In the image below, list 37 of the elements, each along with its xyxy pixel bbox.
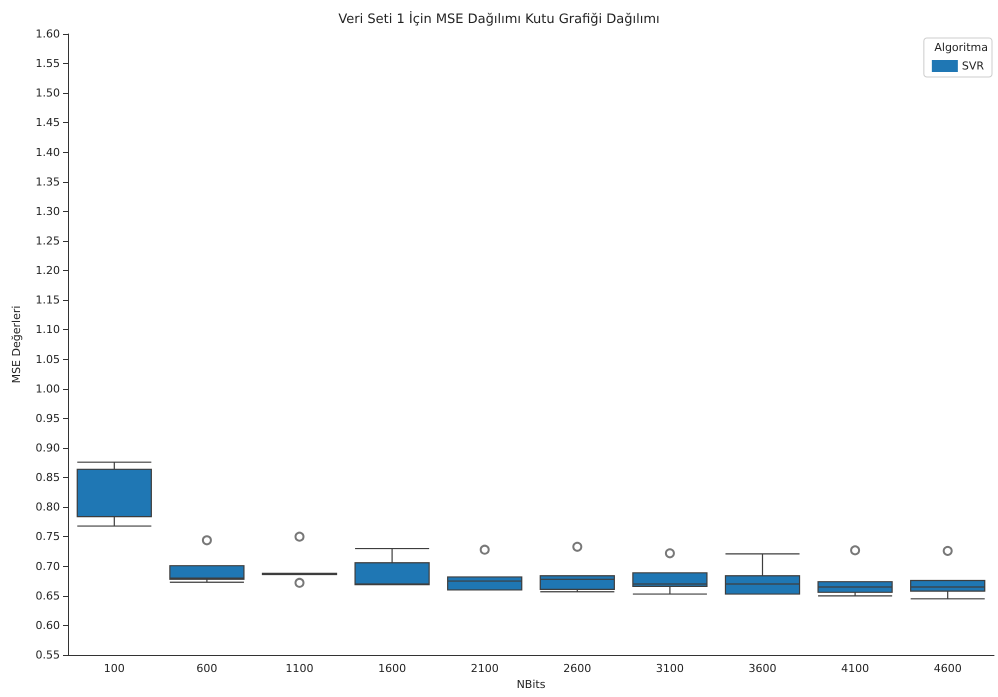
y-tick-label: 1.45	[36, 116, 60, 130]
y-tick-label: 1.55	[36, 57, 60, 70]
y-tick-label: 1.10	[36, 323, 60, 336]
y-tick-label: 1.20	[36, 264, 60, 278]
x-tick-label: 3100	[656, 662, 684, 675]
y-tick-label: 0.75	[36, 530, 60, 544]
x-tick-label: 3600	[748, 662, 776, 675]
x-tick-label: 100	[104, 662, 125, 675]
x-tick-label: 2600	[563, 662, 592, 675]
y-tick-label: 0.70	[36, 560, 60, 573]
legend-title: Algoritma	[934, 41, 988, 54]
x-tick-label: 600	[196, 662, 218, 675]
y-tick-label: 1.30	[36, 204, 60, 218]
x-axis-title: NBits	[516, 678, 546, 691]
legend-label: SVR	[962, 60, 984, 72]
y-tick-label: 1.00	[36, 382, 60, 396]
x-tick-label: 4100	[841, 662, 870, 675]
y-tick-label: 0.85	[36, 471, 60, 484]
y-tick-label: 1.50	[36, 86, 60, 100]
y-tick-label: 1.40	[36, 146, 60, 159]
y-tick-label: 0.90	[36, 442, 60, 454]
y-tick-label: 1.15	[36, 294, 60, 307]
y-tick-label: 0.65	[36, 589, 60, 602]
y-tick-label: 1.35	[36, 175, 60, 188]
x-tick-label: 4600	[934, 662, 962, 675]
y-tick-label: 0.60	[36, 618, 60, 632]
x-tick-label: 2100	[470, 662, 499, 675]
y-tick-label: 1.60	[36, 28, 60, 40]
y-tick-label: 0.55	[36, 648, 60, 662]
y-tick-label: 0.95	[36, 412, 60, 425]
x-tick-label: 1600	[378, 662, 406, 675]
y-tick-label: 1.05	[36, 352, 60, 366]
y-tick-label: 0.80	[36, 500, 60, 514]
y-axis-title: MSE Değerleri	[10, 306, 23, 384]
y-tick-label: 1.25	[36, 234, 60, 248]
x-tick-label: 1100	[286, 662, 314, 675]
chart-title: Veri Seti 1 İçin MSE Dağılımı Kutu Grafiği Dağılımı	[338, 11, 660, 27]
